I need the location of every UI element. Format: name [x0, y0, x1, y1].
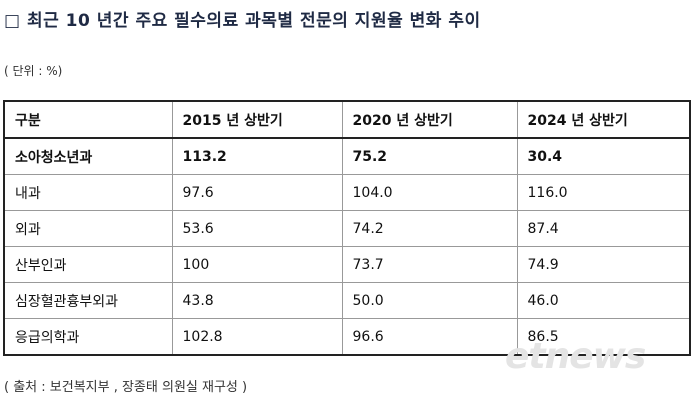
- row-label: 응급의학과: [3, 318, 173, 356]
- watermark: etnews: [505, 336, 646, 377]
- cell: 50.0: [341, 282, 518, 319]
- cell: 102.8: [171, 318, 343, 356]
- row-label: 소아청소년과: [3, 137, 173, 175]
- source-note: ( 출처 : 보건복지부 , 장종태 의원실 재구성 ): [4, 380, 248, 395]
- column-header: 2024 년 상반기: [516, 100, 691, 139]
- row-label: 심장혈관흉부외과: [3, 282, 173, 319]
- cell: 116.0: [516, 174, 691, 211]
- cell: 87.4: [516, 210, 691, 247]
- cell: 30.4: [516, 137, 691, 175]
- table-row: 내과 97.6 104.0 116.0: [3, 174, 691, 211]
- data-table: 구분 2015 년 상반기 2020 년 상반기 2024 년 상반기 소아청소년과 1…: [3, 100, 691, 356]
- table-row: 심장혈관흉부외과 43.8 50.0 46.0: [3, 282, 691, 319]
- row-label: 외과: [3, 210, 173, 247]
- table-row: 외과 53.6 74.2 87.4: [3, 210, 691, 247]
- column-header: 구분: [3, 100, 173, 139]
- cell: 74.9: [516, 246, 691, 283]
- row-label: 산부인과: [3, 246, 173, 283]
- cell: 86.5: [516, 318, 691, 356]
- cell: 73.7: [341, 246, 518, 283]
- cell: 74.2: [341, 210, 518, 247]
- cell: 104.0: [341, 174, 518, 211]
- header-row: 구분 2015 년 상반기 2020 년 상반기 2024 년 상반기: [3, 100, 691, 139]
- cell: 53.6: [171, 210, 343, 247]
- row-label: 내과: [3, 174, 173, 211]
- table-row: 소아청소년과 113.2 75.2 30.4: [3, 137, 691, 175]
- cell: 113.2: [171, 137, 343, 175]
- column-header: 2015 년 상반기: [171, 100, 343, 139]
- table-row: 산부인과 100 73.7 74.9: [3, 246, 691, 283]
- table-row: 응급의학과 102.8 96.6 86.5: [3, 318, 691, 356]
- column-header: 2020 년 상반기: [341, 100, 518, 139]
- unit-note: ( 단위 : %): [4, 64, 63, 78]
- cell: 43.8: [171, 282, 343, 319]
- cell: 96.6: [341, 318, 518, 356]
- cell: 100: [171, 246, 343, 283]
- cell: 75.2: [341, 137, 518, 175]
- cell: 46.0: [516, 282, 691, 319]
- cell: 97.6: [171, 174, 343, 211]
- title: □ 최근 10 년간 주요 필수의료 과목별 전문의 지원율 변화 추이: [4, 11, 481, 31]
